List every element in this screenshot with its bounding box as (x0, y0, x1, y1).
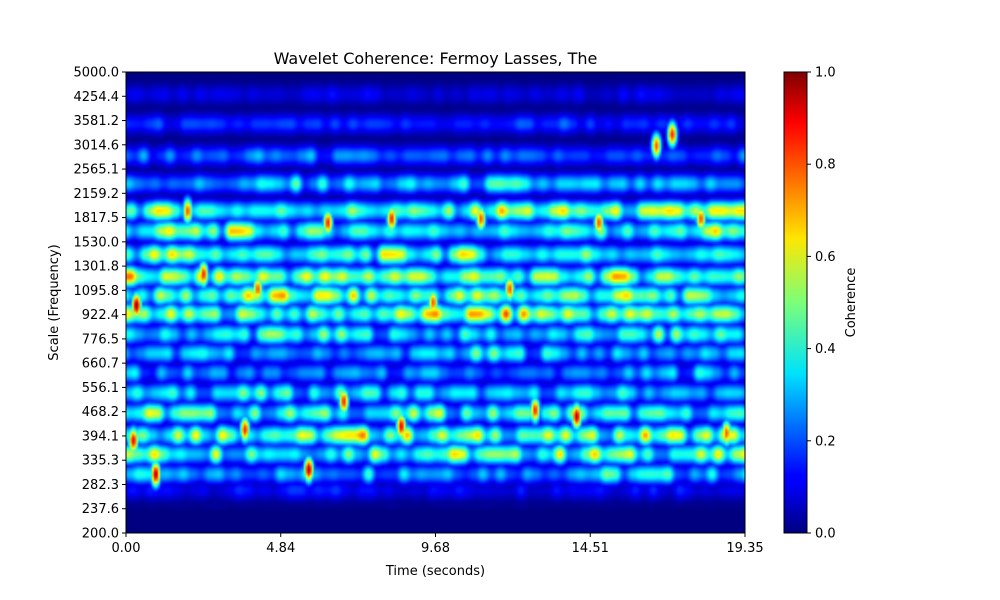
x-axis: 0.00 4.84 9.68 14.51 19.35 (112, 533, 764, 556)
y-tick-label: 3581.2 (74, 114, 120, 129)
colorbar-tick-label: 0.0 (815, 527, 836, 542)
y-tick-label: 200.0 (82, 527, 119, 542)
x-tick-label: 9.68 (421, 541, 450, 556)
heatmap-image (126, 72, 745, 533)
colorbar-tick-label: 0.6 (815, 250, 836, 265)
y-tick-label: 335.3 (82, 454, 119, 469)
y-tick-label: 1530.0 (74, 235, 120, 250)
x-tick-label: 19.35 (726, 541, 763, 556)
x-tick-label: 14.51 (572, 541, 609, 556)
y-tick-label: 4254.4 (74, 90, 120, 105)
y-tick-label: 776.5 (82, 332, 119, 347)
y-tick-label: 237.6 (82, 502, 119, 517)
x-axis-label: Time (seconds) (385, 564, 485, 579)
colorbar-tick-label: 0.8 (815, 158, 836, 173)
y-tick-label: 660.7 (82, 357, 119, 372)
colorbar-axis: 0.0 0.2 0.4 0.6 0.8 1.0 (807, 66, 836, 542)
y-tick-label: 2159.2 (74, 187, 120, 202)
colorbar-label: Coherence (844, 268, 859, 338)
colorbar-tick-label: 1.0 (815, 66, 836, 81)
y-tick-label: 3014.6 (74, 138, 120, 153)
x-tick-label: 4.84 (266, 541, 295, 556)
y-tick-label: 282.3 (82, 478, 119, 493)
heatmap-area (126, 72, 745, 533)
y-tick-label: 468.2 (82, 405, 119, 420)
y-tick-label: 1095.8 (74, 284, 120, 299)
y-tick-label: 556.1 (82, 381, 119, 396)
y-tick-label: 922.4 (82, 308, 119, 323)
y-tick-label: 1817.5 (74, 211, 120, 226)
colorbar-tick-label: 0.2 (815, 434, 836, 449)
y-axis-label: Scale (Frequency) (47, 244, 62, 360)
x-tick-label: 0.00 (112, 541, 141, 556)
y-tick-label: 2565.1 (74, 163, 120, 178)
chart-title: Wavelet Coherence: Fermoy Lasses, The (274, 49, 598, 68)
y-tick-label: 394.1 (82, 429, 119, 444)
y-axis: 200.0 237.6 282.3 335.3 394.1 468.2 556.1 660.7… (74, 66, 126, 542)
y-tick-label: 5000.0 (74, 66, 120, 81)
colorbar-tick-label: 0.4 (815, 342, 836, 357)
colorbar (783, 71, 808, 534)
y-tick-label: 1301.8 (74, 260, 120, 275)
